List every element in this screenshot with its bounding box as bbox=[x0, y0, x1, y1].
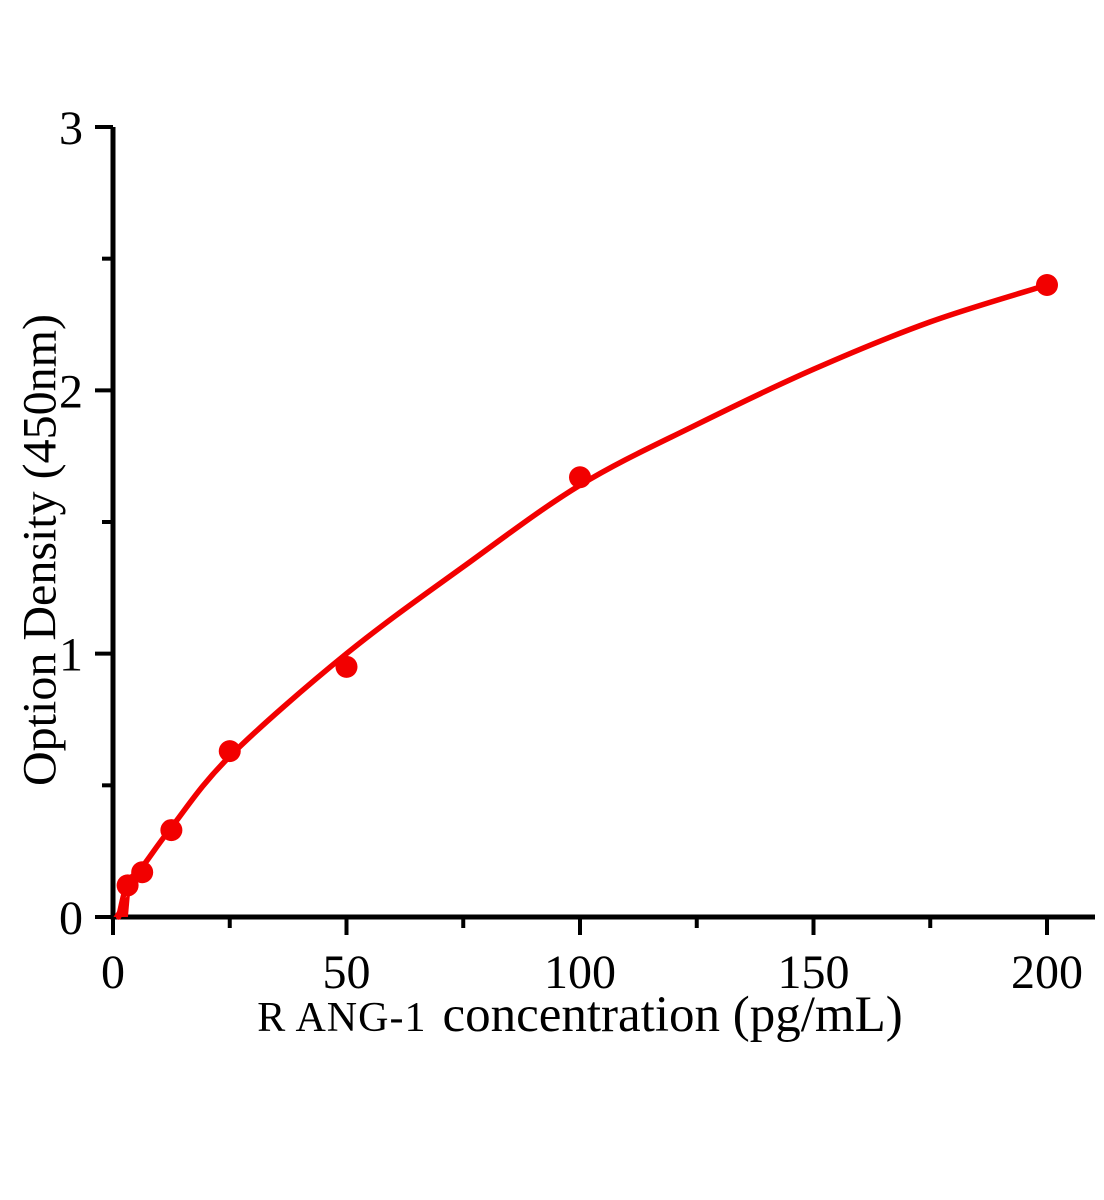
curve-start-cap bbox=[113, 890, 131, 917]
x-axis-title-main: concentration (pg/mL) bbox=[442, 987, 903, 1043]
data-point-marker bbox=[160, 819, 183, 842]
data-point-marker bbox=[569, 466, 591, 489]
x-axis-title-prefix: R ANG-1 bbox=[257, 995, 427, 1041]
x-tick-label: 50 bbox=[323, 946, 371, 999]
fit-curve bbox=[115, 282, 1050, 920]
data-point-marker bbox=[131, 861, 154, 884]
data-point-marker bbox=[218, 740, 241, 763]
data-point-marker bbox=[335, 655, 358, 678]
x-tick-label: 200 bbox=[1011, 946, 1083, 999]
y-tick-label: 2 bbox=[59, 365, 83, 418]
x-tick-label: 100 bbox=[544, 946, 616, 999]
x-tick-label: 150 bbox=[778, 946, 850, 999]
x-tick-label: 0 bbox=[101, 946, 125, 999]
y-tick-label: 3 bbox=[59, 102, 83, 155]
y-tick-label: 1 bbox=[59, 629, 83, 682]
y-axis-title: Option Density (450nm) bbox=[13, 314, 67, 786]
x-axis-title: R ANG-1 concentration (pg/mL) bbox=[113, 986, 1047, 1044]
y-tick-label: 0 bbox=[59, 892, 83, 945]
data-point-marker bbox=[1036, 274, 1058, 297]
data-point-marker bbox=[116, 874, 139, 897]
